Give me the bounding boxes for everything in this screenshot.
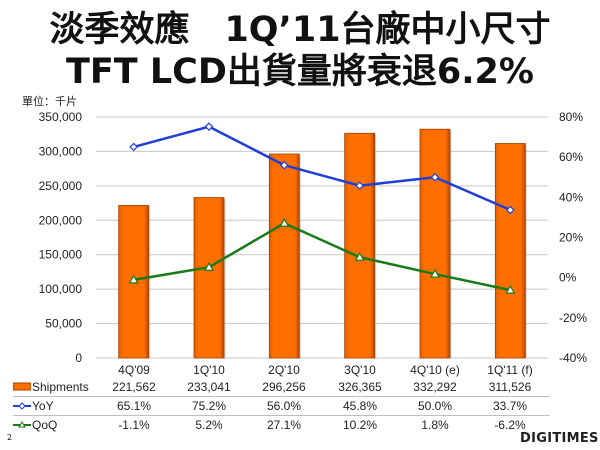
marker-yoy [505,205,515,215]
data-label: 27.1% [266,418,302,432]
marker-yoy [355,181,365,191]
data-label: 10.2% [342,418,378,432]
bar-shipments [193,197,225,359]
legend-label-yoy: YoY [32,399,54,413]
gridlines [96,116,548,359]
digitimes-logo: DIGITIMES [520,431,599,446]
marker-qoq [505,284,516,294]
data-label: 326,365 [338,380,382,394]
data-label: -1.1% [118,418,150,432]
data-label: 332,292 [413,380,457,394]
marker-yoy [129,142,139,152]
bar-shipments [268,153,300,359]
y-tick-label-right: 80% [559,110,583,124]
table-divider [13,415,550,416]
marker-yoy [430,172,440,182]
page-number: 2 [7,433,13,442]
y-tick-label-left: 250,000 [39,179,83,193]
chart-title-line-1: 淡季效應 1Q’11台廠中小尺寸 [49,10,551,50]
y-tick-label-left: 0 [75,351,82,365]
y-tick-label-right: 20% [559,231,583,245]
yoy-legend-icon [13,402,31,410]
bar-shipments [419,128,451,359]
bars [118,128,527,359]
legend-label-qoq: QoQ [32,418,58,432]
y-tick-label-right: 0% [559,271,577,285]
y-tick-label-right: 40% [559,190,583,204]
marker-qoq [429,268,441,278]
category-label: 1Q'11 (f) [487,363,533,377]
data-label: 296,256 [262,380,306,394]
y-tick-label-left: 200,000 [39,213,83,227]
data-label: -6.2% [494,418,526,432]
data-label: 221,562 [112,380,156,394]
y-tick-label-left: 300,000 [39,144,83,158]
marker-qoq [128,274,139,284]
y-tick-label-right: -20% [559,311,587,325]
category-label: 1Q'10 [193,363,225,377]
y-tick-label-right: -40% [559,351,587,365]
table-row-qoq: QoQ -1.1% 5.2% 27.1% 10.2% 1.8% -6.2% [0,416,560,434]
marker-qoq [203,262,215,271]
marker-qoq [279,218,290,227]
category-label: 2Q'10 [268,363,300,377]
unit-label: 單位：千片 [22,95,77,108]
lines [128,122,516,294]
chart-title-line-2: TFT LCD出貨量將衰退6.2% [66,52,534,92]
table-row-yoy: YoY 65.1% 75.2% 56.0% 45.8% 50.0% 33.7% [0,397,560,415]
data-label: 65.1% [116,399,152,413]
data-label: 33.7% [492,399,528,413]
bar-shipments [494,143,526,359]
table-row-shipments: Shipments 221,562 233,041 296,256 326,36… [0,378,560,396]
category-label: 3Q'10 [344,363,376,377]
category-row: 4Q'09 1Q'10 2Q'10 3Q'10 4Q'10 (e) 1Q'11 … [0,361,560,379]
y-axis-right: -40% -20% 0% 20% 40% 60% 80% [559,110,587,365]
y-axis-left: 0 50,000 100,000 150,000 200,000 250,000 300,0… [39,110,83,365]
data-label: 45.8% [342,399,378,413]
y-tick-label-left: 50,000 [45,317,82,331]
data-label: 5.2% [195,418,223,432]
marker-yoy [204,122,214,131]
marker-yoy [279,160,289,170]
y-tick-label-left: 350,000 [39,110,83,124]
qoq-legend-icon [13,421,31,428]
data-label: 1.8% [421,418,449,432]
y-tick-label-right: 60% [559,150,583,164]
y-tick-label-left: 150,000 [39,248,83,262]
category-label: 4Q'09 [118,363,150,377]
category-label: 4Q'10 (e) [410,363,460,377]
line-yoy [133,125,511,212]
data-label: 50.0% [417,399,453,413]
y-tick-label-left: 100,000 [39,282,83,296]
data-label: 311,526 [488,380,532,394]
bar-legend-icon [13,382,31,391]
data-label: 233,041 [187,380,231,394]
line-qoq [133,221,511,292]
data-label: 56.0% [266,399,302,413]
marker-qoq [354,251,365,261]
bar-shipments [344,132,376,359]
legend-label-shipments: Shipments [32,380,89,394]
data-label: 75.2% [191,399,227,413]
table-divider [13,396,550,397]
